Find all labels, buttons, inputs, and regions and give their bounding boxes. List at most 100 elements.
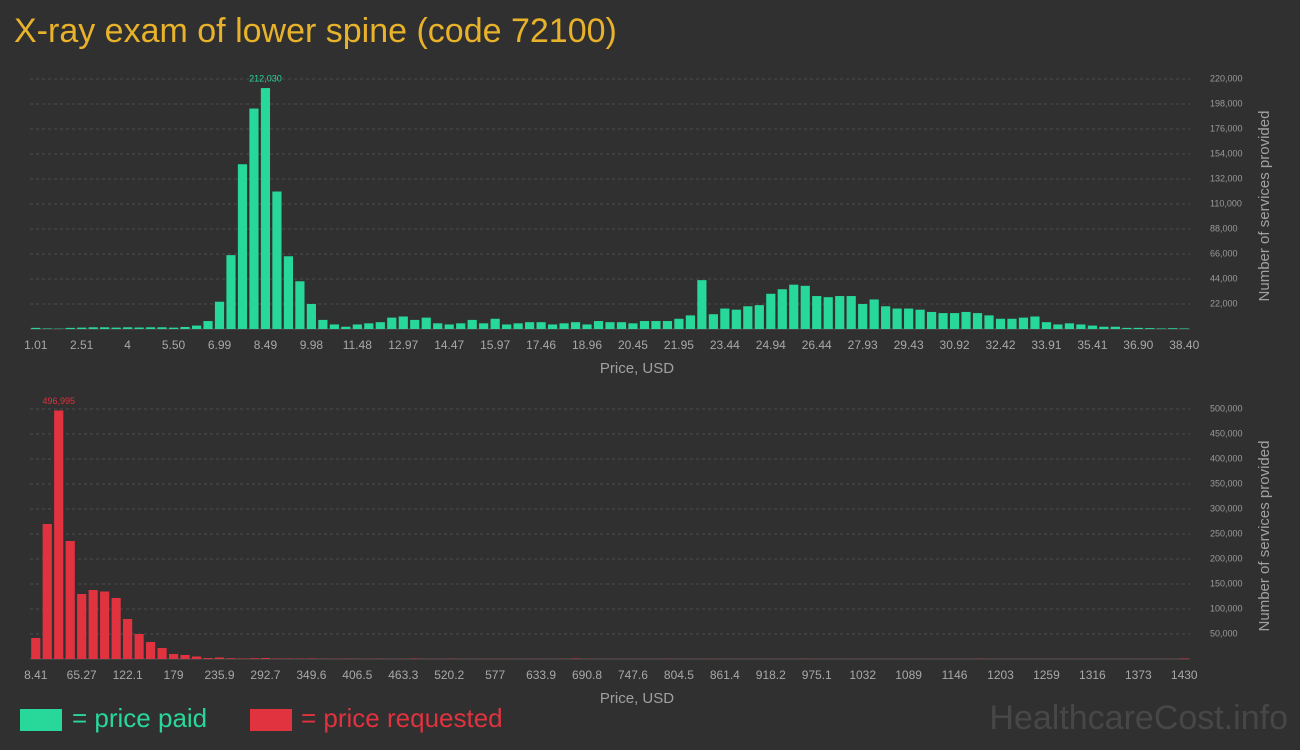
x-tick-label: 38.40 <box>1169 338 1199 352</box>
bar <box>283 256 294 329</box>
bar <box>375 322 385 329</box>
x-tick-label: 577 <box>485 668 505 682</box>
bar <box>525 322 535 329</box>
y-tick-label: 500,000 <box>1210 403 1243 413</box>
bar <box>168 327 179 329</box>
y-tick-label: 220,000 <box>1210 73 1243 83</box>
x-tick-label: 2.51 <box>70 338 94 352</box>
bar <box>168 654 179 659</box>
bar <box>731 309 741 329</box>
watermark: HealthcareCost.info <box>989 699 1288 737</box>
x-tick-label: 1146 <box>942 668 968 682</box>
bar <box>766 293 776 329</box>
bar <box>352 324 362 329</box>
bar <box>111 327 121 329</box>
bar <box>949 313 960 329</box>
bar <box>995 318 1006 329</box>
bar <box>237 658 248 659</box>
bar <box>306 658 316 659</box>
bar <box>823 297 833 329</box>
bar <box>547 324 558 329</box>
bar <box>341 326 351 329</box>
x-tick-label: 463.3 <box>388 668 418 682</box>
bar <box>972 313 983 329</box>
bar <box>77 594 87 659</box>
bar <box>846 296 856 329</box>
bar <box>685 315 695 329</box>
bar <box>593 321 604 329</box>
bar <box>502 324 512 329</box>
x-tick-label: 27.93 <box>848 338 878 352</box>
bar <box>31 638 41 659</box>
bar <box>249 658 259 659</box>
bar <box>892 308 902 329</box>
bar <box>1053 324 1063 329</box>
bar <box>54 410 64 659</box>
bar <box>536 322 546 329</box>
bar <box>479 323 489 329</box>
bar <box>410 319 420 329</box>
x-axis-title: Price, USD <box>600 360 674 377</box>
bar <box>812 296 822 329</box>
x-tick-label: 29.43 <box>894 338 924 352</box>
x-tick-label: 975.1 <box>802 668 832 682</box>
legend-label: = price paid <box>72 703 207 733</box>
y-tick-label: 44,000 <box>1210 273 1238 283</box>
y-tick-label: 100,000 <box>1210 603 1243 613</box>
y-axis-title: Number of services provided <box>1256 441 1273 632</box>
bar <box>123 619 133 659</box>
bar <box>789 284 799 329</box>
bar <box>249 108 259 329</box>
x-tick-label: 1.01 <box>24 338 48 352</box>
x-tick-label: 406.5 <box>342 668 372 682</box>
bar <box>708 314 718 329</box>
bar <box>444 324 454 329</box>
bar <box>100 327 110 329</box>
bar <box>1087 325 1097 329</box>
bar <box>134 634 144 659</box>
bar <box>203 321 213 329</box>
bar <box>800 285 810 329</box>
bar <box>226 658 236 659</box>
bar <box>904 308 914 329</box>
y-tick-label: 198,000 <box>1210 98 1243 108</box>
bar <box>1018 317 1029 329</box>
bar <box>743 306 753 329</box>
bar <box>272 191 282 329</box>
bar <box>295 281 305 329</box>
bar <box>1156 328 1166 329</box>
x-tick-label: 1089 <box>895 668 922 682</box>
bar <box>1064 323 1074 329</box>
x-axis-title: Price, USD <box>600 690 674 707</box>
x-tick-label: 18.96 <box>572 338 602 352</box>
x-tick-label: 804.5 <box>664 668 694 682</box>
x-tick-label: 292.7 <box>250 668 280 682</box>
bar <box>490 318 500 329</box>
x-tick-label: 20.45 <box>618 338 648 352</box>
x-tick-label: 30.92 <box>940 338 970 352</box>
bar <box>858 304 868 329</box>
x-tick-label: 36.90 <box>1123 338 1153 352</box>
bar <box>65 327 75 329</box>
x-tick-label: 17.46 <box>526 338 556 352</box>
bar <box>881 306 891 329</box>
y-tick-label: 150,000 <box>1210 578 1243 588</box>
bar <box>1041 322 1052 329</box>
bar <box>1076 324 1086 329</box>
chart-title: X-ray exam of lower spine (code 72100) <box>14 12 617 50</box>
x-tick-label: 747.6 <box>618 668 648 682</box>
bar <box>272 658 282 659</box>
x-tick-label: 26.44 <box>802 338 832 352</box>
bar <box>1179 658 1189 659</box>
data-label: 496,995 <box>42 396 75 406</box>
bar <box>134 327 144 329</box>
bar <box>1099 326 1109 329</box>
bar <box>123 327 133 329</box>
x-tick-label: 8.49 <box>254 338 278 352</box>
legend-label: = price requested <box>301 703 503 733</box>
bar <box>467 319 477 329</box>
y-tick-label: 350,000 <box>1210 478 1243 488</box>
